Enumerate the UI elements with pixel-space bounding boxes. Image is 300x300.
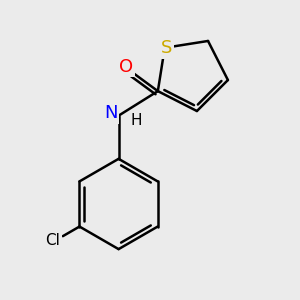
Text: Cl: Cl	[45, 233, 60, 248]
Text: O: O	[119, 58, 134, 76]
Text: N: N	[104, 104, 118, 122]
Text: H: H	[130, 113, 142, 128]
Text: S: S	[161, 39, 172, 57]
